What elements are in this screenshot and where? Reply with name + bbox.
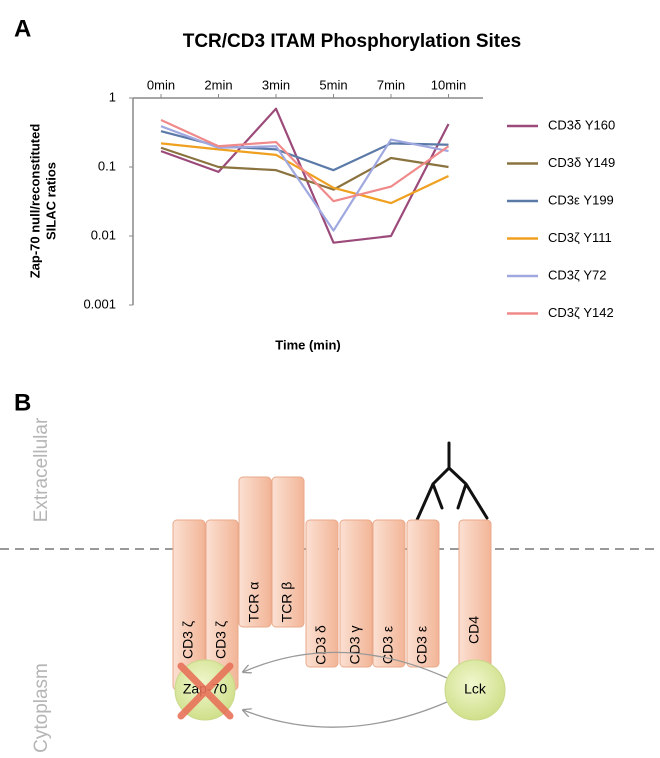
chart-title: TCR/CD3 ITAM Phosphorylation Sites [183,31,522,52]
x-tick-label: 10min [431,77,466,92]
x-tick-label: 3min [262,77,290,92]
y-tick-label: 0.1 [98,158,116,173]
x-tick-label: 0min [147,77,175,92]
legend-label: CD3ε Y199 [548,192,614,207]
chain-label: CD3 ζ [180,621,196,659]
x-tick-label: 5min [319,77,347,92]
chain [238,476,272,628]
chain [406,519,440,668]
y-axis-label: SILAC ratios [43,162,58,240]
panel-label: A [14,15,31,42]
node [444,659,506,721]
x-tick-label: 7min [377,77,405,92]
chain-label: CD3 δ [313,625,329,665]
chain-label: TCR β [279,582,295,623]
arrow [243,651,448,679]
chain [271,476,305,628]
panel-label: B [14,389,31,416]
inhibition-cross [177,662,234,720]
chain-label: CD3 γ [347,626,363,665]
series-line [160,125,449,232]
y-axis-label: Zap-70 null/reconstituted [27,124,42,279]
chain [372,519,406,668]
chain [305,519,339,668]
series-line [160,107,450,244]
node-label: Lck [464,681,487,697]
antibody [415,441,489,522]
y-tick-label: 0.001 [83,296,116,311]
chain-label: CD3 ζ [213,621,229,659]
region-label: Extracellular [31,417,52,522]
series-line [160,118,450,203]
legend-label: CD3δ Y149 [548,155,615,170]
x-tick-label: 2min [204,77,232,92]
legend-label: CD3ζ Y111 [548,230,612,245]
chain [339,519,373,668]
chain-label: CD4 [466,616,482,644]
y-tick-label: 1 [109,89,116,104]
legend-label: CD3ζ Y142 [548,305,614,320]
chain [458,519,492,673]
chain-label: CD3 ε [380,626,396,664]
y-tick-label: 0.01 [91,227,116,242]
region-label: Cytoplasm [31,663,52,753]
legend-label: CD3δ Y160 [548,117,615,132]
series-line [160,130,449,172]
chain-label: TCR α [246,582,262,623]
series-line [160,146,449,191]
legend-label: CD3ζ Y72 [548,267,606,282]
arrow [243,701,448,728]
chain-label: CD3 ε [414,626,430,664]
x-axis-label: Time (min) [275,337,341,352]
